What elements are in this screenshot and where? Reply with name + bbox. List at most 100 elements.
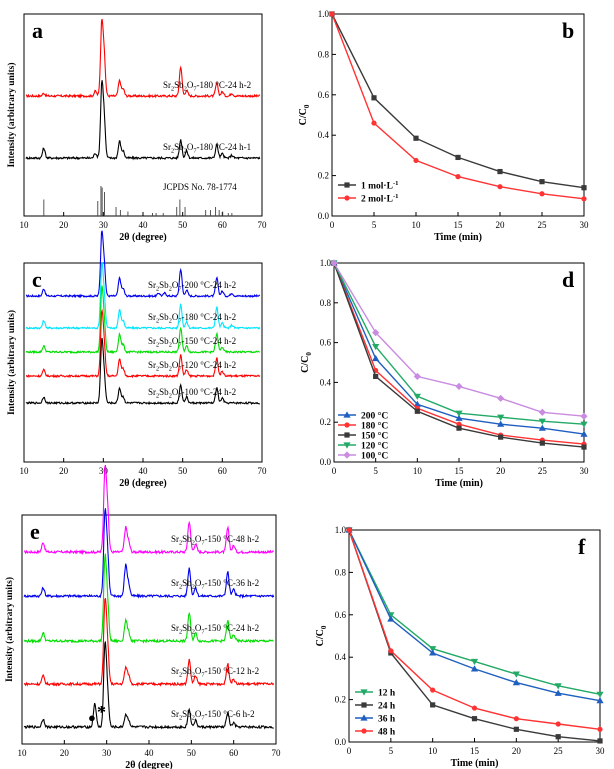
data-point xyxy=(513,726,519,732)
x-tick-label: 5 xyxy=(372,220,377,230)
series-line xyxy=(331,13,585,200)
text-span: 2 xyxy=(169,318,172,325)
data-point xyxy=(580,412,588,420)
x-tick-label: 30 xyxy=(99,466,109,476)
text-span: O xyxy=(172,336,179,346)
data-point xyxy=(512,679,520,686)
text-span: Sr xyxy=(148,280,156,290)
x-axis-label: Time (min) xyxy=(435,478,483,489)
data-point xyxy=(596,697,604,704)
x-tick-label: 40 xyxy=(139,220,149,230)
text-span: 7 xyxy=(193,148,196,155)
x-axis-label: Time (min) xyxy=(451,758,499,769)
text-span: C/C xyxy=(300,356,311,373)
text-span: Sr xyxy=(171,666,179,676)
data-point xyxy=(538,424,546,431)
x-tick-label: 5 xyxy=(389,746,394,756)
series-label: Sr2Sb2O7-150 °C-6 h-2 xyxy=(171,709,255,722)
data-point xyxy=(597,726,603,732)
text-span: 2 xyxy=(156,286,159,293)
data-point xyxy=(413,135,419,141)
y-tick-label: 0.6 xyxy=(320,338,332,348)
series-line xyxy=(348,529,601,702)
text-span: 2 xyxy=(184,86,187,93)
panel-label-b: b xyxy=(562,18,574,43)
text-span: O xyxy=(195,709,202,719)
text-span: 2 xyxy=(192,715,195,722)
text-span: -180 °C-24 h-2 xyxy=(182,312,237,322)
data-point xyxy=(429,646,437,653)
data-point xyxy=(455,414,463,421)
x-tick-label: 60 xyxy=(218,220,228,230)
data-point xyxy=(344,182,350,188)
xrd-trace xyxy=(23,597,275,688)
legend-label: 180 °C xyxy=(361,421,388,432)
xrd-trace xyxy=(23,508,275,600)
xrd-trace xyxy=(25,80,261,161)
x-tick-label: 0 xyxy=(347,746,352,756)
x-tick-label: 70 xyxy=(272,748,282,758)
text-span: O xyxy=(172,280,179,290)
y-tick-label: 0.4 xyxy=(318,130,330,140)
legend-label: 100 °C xyxy=(361,451,388,462)
data-point xyxy=(388,648,394,654)
text-span: 2 xyxy=(156,366,159,373)
data-point xyxy=(413,372,421,381)
data-point xyxy=(456,425,462,431)
text-span: -150 °C-36 h-2 xyxy=(205,578,260,588)
x-tick-label: 20 xyxy=(59,466,69,476)
data-point xyxy=(343,442,351,449)
x-tick-label: 10 xyxy=(20,466,30,476)
text-span: 2 xyxy=(156,393,159,400)
x-tick-label: 30 xyxy=(596,746,606,756)
text-span: Sr xyxy=(148,387,156,397)
series-label: Sr2Sb2O7-100 °C-24 h-2 xyxy=(148,387,236,400)
text-span: 7 xyxy=(178,366,181,373)
x-axis-label: Time (min) xyxy=(434,232,482,243)
text-span: O xyxy=(172,312,179,322)
data-point xyxy=(371,120,377,126)
xrd-trace xyxy=(25,285,260,355)
data-point xyxy=(372,343,380,351)
data-point xyxy=(329,11,335,17)
text-span: 7 xyxy=(178,286,181,293)
x-tick-label: 50 xyxy=(178,466,188,476)
x-axis-label: 2θ (degree) xyxy=(125,760,173,769)
series-label: Sr2Sb2O7-180 °C-24 h-2 xyxy=(163,80,251,93)
legend-label: 1 mol·L-1 xyxy=(361,180,398,191)
text-span: -150 °C-24 h-2 xyxy=(182,336,237,346)
text-span: 2 xyxy=(171,148,174,155)
data-point xyxy=(371,95,377,101)
legend-label: 48 h xyxy=(378,728,396,738)
x-tick-label: 20 xyxy=(496,220,506,230)
text-span: -1 xyxy=(393,193,399,200)
data-point xyxy=(414,408,420,414)
data-point xyxy=(344,432,350,438)
data-point xyxy=(372,329,380,337)
legend-label: 36 h xyxy=(378,715,396,725)
y-tick-label: 0.2 xyxy=(335,695,346,705)
y-tick-label: 1.0 xyxy=(318,9,330,19)
text-span: 2 xyxy=(192,629,195,636)
x-tick-label: 15 xyxy=(454,220,464,230)
text-span: 7 xyxy=(201,672,204,679)
series-line xyxy=(333,262,585,435)
y-tick-label: 0.2 xyxy=(320,417,331,427)
xrd-trace xyxy=(25,18,261,99)
text-span: 2 xyxy=(179,715,182,722)
text-span: -180 °C-24 h-2 xyxy=(197,80,252,90)
text-span: -100 °C-24 h-2 xyxy=(182,387,237,397)
text-span: Sb xyxy=(174,80,184,90)
legend-label: 2 mol·L-1 xyxy=(361,193,398,204)
data-point xyxy=(361,728,367,734)
text-span: C/C xyxy=(298,108,309,125)
x-tick-label: 10 xyxy=(18,748,28,758)
impurity-marker: ● xyxy=(88,710,96,725)
text-span: Sb xyxy=(182,666,192,676)
data-point xyxy=(497,394,505,402)
y-tick-label: 0.0 xyxy=(335,737,347,747)
text-span: O xyxy=(172,360,179,370)
phase-marker: * xyxy=(97,702,106,722)
data-point xyxy=(455,154,461,161)
x-tick-label: 15 xyxy=(470,746,480,756)
